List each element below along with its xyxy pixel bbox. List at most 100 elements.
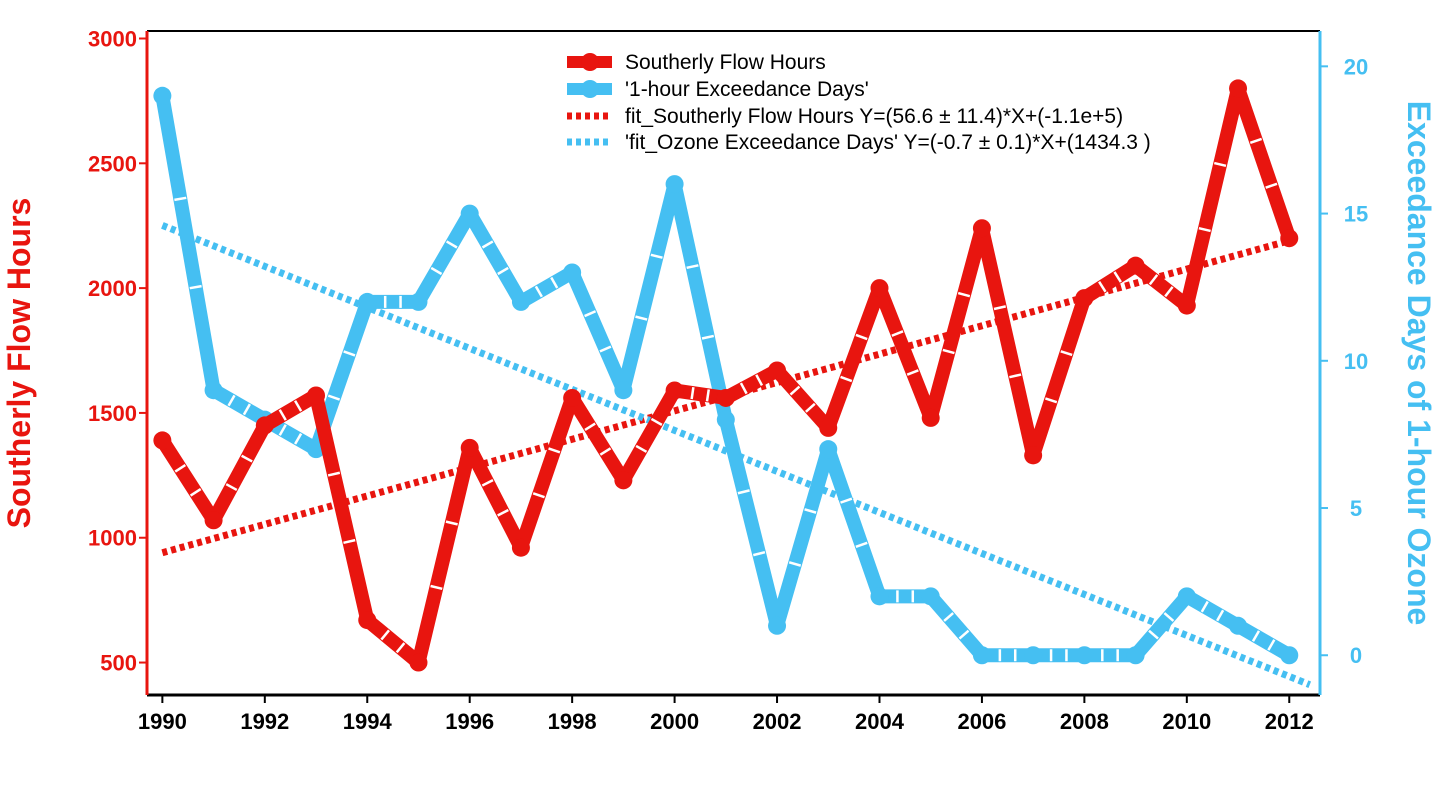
data-point-exceedance bbox=[358, 292, 377, 311]
y2-tick-label: 20 bbox=[1344, 54, 1368, 79]
data-point-exceedance bbox=[1075, 646, 1094, 665]
y-tick-label: 1500 bbox=[88, 401, 137, 426]
data-point-exceedance bbox=[716, 410, 735, 429]
series-segment-dash bbox=[380, 629, 390, 641]
series-segment-dash bbox=[189, 488, 202, 497]
y-tick-label: 1000 bbox=[88, 526, 137, 551]
legend-swatch-exceedance-marker bbox=[581, 80, 599, 98]
series-segment-dash bbox=[891, 330, 904, 337]
data-point-southerly bbox=[716, 388, 735, 407]
x-tick-label: 2006 bbox=[957, 709, 1006, 734]
series-segment-dash bbox=[840, 497, 853, 504]
series-segment-dash bbox=[481, 478, 494, 487]
series-segment-dash bbox=[430, 266, 443, 276]
y2-tick-label: 10 bbox=[1344, 349, 1368, 374]
series-segment-dash bbox=[497, 266, 509, 276]
y2-tick-label: 0 bbox=[1350, 643, 1362, 668]
x-tick-label: 2010 bbox=[1162, 709, 1211, 734]
series-segment-dash bbox=[855, 333, 868, 341]
x-tick-label: 1990 bbox=[138, 709, 187, 734]
series-segment-dash bbox=[497, 508, 509, 517]
data-point-exceedance bbox=[204, 381, 223, 400]
series-southerly bbox=[153, 79, 1299, 672]
series-segment-dash bbox=[599, 447, 612, 456]
right-axis-title: Exceedance Days of 1-hour Ozone bbox=[1401, 101, 1437, 626]
data-point-exceedance bbox=[819, 440, 838, 459]
series-segment-dash bbox=[532, 492, 545, 499]
data-point-southerly bbox=[1126, 256, 1145, 275]
series-segment-dash bbox=[701, 334, 715, 340]
axes bbox=[145, 30, 1322, 697]
data-point-southerly bbox=[358, 611, 377, 630]
series-line-southerly bbox=[155, 81, 1297, 670]
series-segment-dash bbox=[755, 374, 764, 386]
data-point-exceedance bbox=[972, 646, 991, 665]
x-tick-label: 1994 bbox=[343, 709, 393, 734]
data-point-exceedance bbox=[1024, 646, 1043, 665]
data-point-exceedance bbox=[1280, 646, 1299, 665]
series-segment-dash bbox=[1267, 639, 1276, 651]
data-point-exceedance bbox=[153, 86, 172, 105]
series-segment-dash bbox=[1164, 286, 1174, 298]
series-segment-dash bbox=[805, 402, 816, 413]
series-segment-dash bbox=[445, 520, 458, 526]
x-tick-label: 2012 bbox=[1265, 709, 1314, 734]
data-point-exceedance bbox=[563, 263, 582, 282]
data-point-exceedance bbox=[1177, 587, 1196, 606]
data-point-southerly bbox=[665, 381, 684, 400]
data-point-exceedance bbox=[870, 587, 889, 606]
data-point-southerly bbox=[819, 418, 838, 437]
left-axis-ticks: 500 1000 1500 2000 2500 3000 bbox=[88, 26, 147, 676]
series-segment-dash bbox=[550, 276, 559, 289]
x-tick-label: 1996 bbox=[445, 709, 494, 734]
data-point-southerly bbox=[972, 219, 991, 238]
x-tick-label: 2002 bbox=[753, 709, 802, 734]
series-segment-dash bbox=[993, 305, 1006, 311]
data-point-southerly bbox=[1024, 446, 1043, 465]
series-segment-dash bbox=[343, 350, 356, 357]
data-point-southerly bbox=[1229, 79, 1248, 98]
series-segment-dash bbox=[635, 315, 648, 321]
series-segment-dash bbox=[804, 508, 817, 514]
data-point-southerly bbox=[460, 438, 479, 457]
x-tick-label: 1998 bbox=[548, 709, 597, 734]
series-segment-dash bbox=[1251, 630, 1261, 642]
series-segment-dash bbox=[174, 196, 187, 202]
right-axis-ticks: 0 5 10 15 20 bbox=[1320, 54, 1368, 668]
series-segment-dash bbox=[906, 369, 919, 376]
legend-label-exceedance: '1-hour Exceedance Days' bbox=[625, 78, 869, 101]
series-segment-dash bbox=[1060, 350, 1073, 357]
legend-label-southerly: Southerly Flow Hours bbox=[625, 51, 826, 74]
series-segment-dash bbox=[1098, 281, 1107, 293]
series-segment-dash bbox=[855, 541, 868, 548]
legend-entry-exceedance: '1-hour Exceedance Days' bbox=[567, 78, 869, 101]
data-point-southerly bbox=[307, 386, 326, 405]
series-segment-dash bbox=[599, 345, 612, 353]
series-segment-dash bbox=[189, 284, 202, 290]
series-segment-dash bbox=[481, 240, 494, 249]
x-tick-label: 1992 bbox=[240, 709, 289, 734]
legend-entry-fit-ozone: 'fit_Ozone Exceedance Days' Y=(-0.7 ± 0.… bbox=[567, 131, 1151, 154]
series-segment-dash bbox=[942, 348, 955, 355]
legend-label-fit-ozone: 'fit_Ozone Exceedance Days' Y=(-0.7 ± 0.… bbox=[625, 131, 1151, 154]
series-segment-dash bbox=[1009, 373, 1022, 379]
data-point-southerly bbox=[409, 653, 428, 672]
series-segment-dash bbox=[1163, 612, 1175, 622]
series-segment-dash bbox=[650, 417, 663, 426]
legend: Southerly Flow Hours '1-hour Exceedance … bbox=[567, 51, 1151, 154]
series-segment-dash bbox=[1265, 182, 1278, 189]
data-point-southerly bbox=[153, 431, 172, 450]
series-segment-dash bbox=[739, 382, 748, 395]
series-segment-dash bbox=[1198, 226, 1211, 233]
series-segment-dash bbox=[686, 264, 699, 270]
series-segment-dash bbox=[943, 612, 954, 622]
series-segment-dash bbox=[278, 424, 287, 436]
series-segment-dash bbox=[958, 629, 970, 640]
series-segment-dash bbox=[705, 389, 710, 402]
y2-tick-label: 15 bbox=[1344, 202, 1368, 227]
data-point-southerly bbox=[768, 361, 787, 380]
series-segment-dash bbox=[343, 538, 356, 545]
series-segment-dash bbox=[430, 584, 443, 591]
series-segment-dash bbox=[1148, 629, 1159, 640]
series-segment-dash bbox=[1249, 137, 1263, 144]
